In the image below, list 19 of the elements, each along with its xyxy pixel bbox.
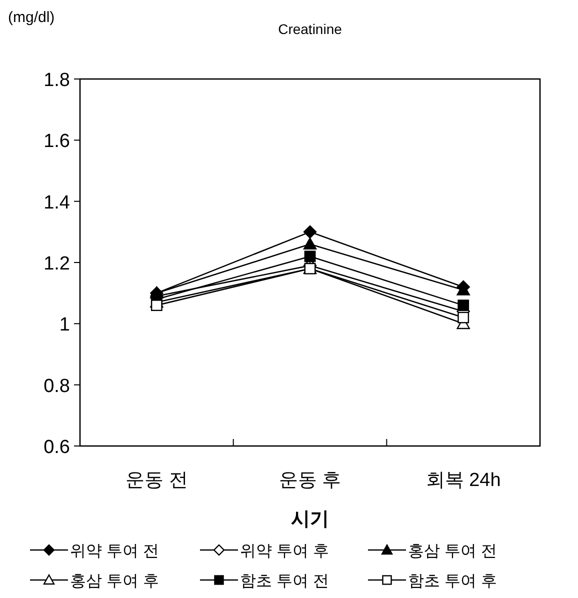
y-tick-label: 1 (59, 314, 70, 336)
y-tick-label: 1.4 (44, 192, 70, 214)
legend-label: 홍삼 투여 전 (408, 543, 497, 560)
y-axis-title: (mg/dl) (8, 9, 55, 26)
y-tick-label: 0.6 (44, 437, 70, 458)
x-tick-label: 운동 전 (126, 470, 188, 491)
x-tick-label: 회복 24h (426, 470, 501, 491)
y-tick-label: 1.8 (44, 70, 70, 91)
chart-title: Creatinine (278, 21, 342, 37)
x-tick-label: 운동 후 (278, 470, 342, 491)
legend-label: 함초 투여 전 (240, 573, 329, 590)
y-tick-label: 1.2 (44, 254, 70, 274)
legend-label: 위약 투여 전 (70, 543, 159, 560)
y-tick-label: 0.8 (44, 376, 70, 397)
legend-label: 함초 투여 후 (408, 573, 497, 590)
legend-label: 홍삼 투여 후 (70, 573, 159, 590)
y-tick-label: 1.6 (44, 131, 70, 152)
legend-label: 위약 투여 후 (240, 543, 329, 560)
x-axis-title: 시기 (291, 509, 329, 530)
